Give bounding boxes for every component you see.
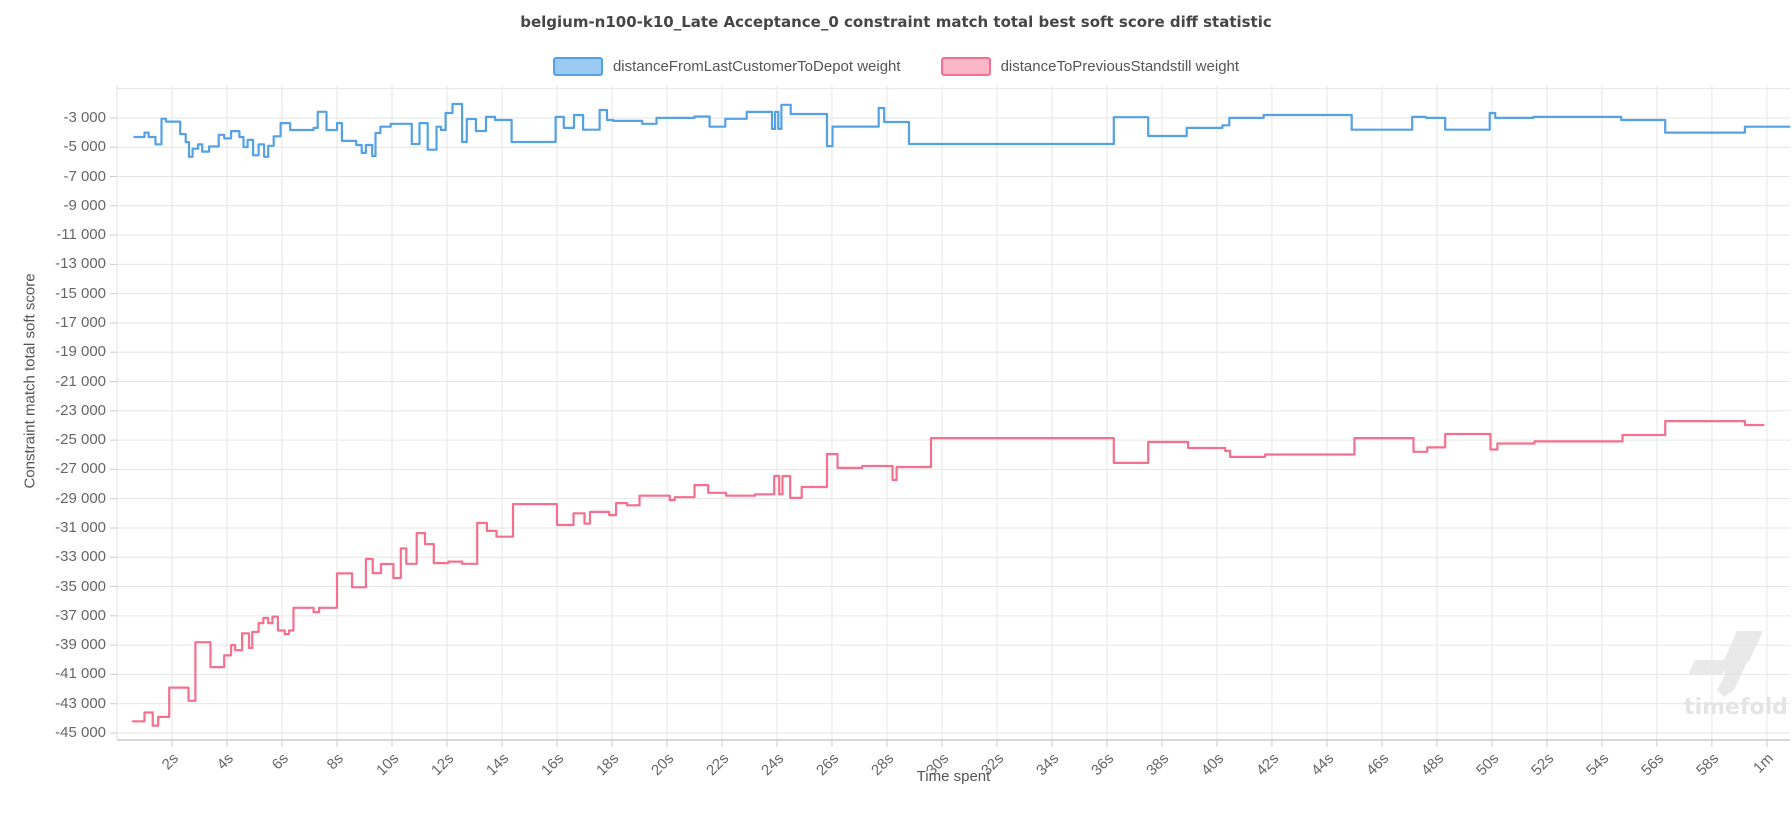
y-tick-label: -45 000 [55, 723, 106, 741]
x-axis-title: Time spent [916, 768, 991, 785]
y-tick-label: -33 000 [55, 548, 106, 566]
y-tick-label: -31 000 [55, 518, 106, 536]
legend-item-distance-from-last-customer[interactable]: distanceFromLastCustomerToDepot weight [552, 57, 901, 76]
series-path-1 [132, 420, 1765, 727]
y-tick-label: -9 000 [63, 196, 106, 214]
y-tick-label: -43 000 [55, 694, 106, 712]
y-tick-label: -15 000 [55, 284, 106, 302]
y-tick-label: -7 000 [63, 167, 106, 185]
y-tick-label: -17 000 [55, 313, 106, 331]
y-tick-label: -5 000 [63, 138, 106, 156]
y-tick-label: -41 000 [55, 665, 106, 683]
page-title: belgium-n100-k10_Late Acceptance_0 const… [520, 13, 1272, 31]
y-tick-label: -35 000 [55, 577, 106, 595]
y-tick-label: -27 000 [55, 460, 106, 478]
y-tick-label: -25 000 [55, 431, 106, 449]
y-tick-label: -19 000 [55, 343, 106, 361]
y-tick-label: -23 000 [55, 401, 106, 419]
y-tick-label: -13 000 [55, 255, 106, 273]
y-tick-label: -11 000 [56, 226, 106, 244]
legend-label: distanceFromLastCustomerToDepot weight [612, 58, 901, 75]
legend: distanceFromLastCustomerToDepot weight d… [0, 57, 1792, 76]
y-tick-label: -39 000 [55, 636, 106, 654]
legend-swatch-pink [940, 57, 991, 76]
y-axis-title: Constraint match total soft score [21, 273, 39, 489]
legend-label: distanceToPreviousStandstill weight [1000, 58, 1240, 75]
timefold-logo-icon [1688, 631, 1763, 697]
y-tick-label: -29 000 [55, 489, 106, 507]
y-tick-label: -3 000 [63, 108, 106, 126]
timefold-watermark-text: timefold [1684, 695, 1788, 720]
legend-swatch-blue [552, 57, 603, 76]
y-tick-label: -37 000 [55, 606, 106, 624]
legend-item-distance-to-previous-standstill[interactable]: distanceToPreviousStandstill weight [940, 57, 1240, 76]
series-path-0 [133, 102, 1791, 158]
y-tick-label: -21 000 [55, 372, 106, 390]
timefold-watermark: timefold [1680, 625, 1792, 725]
